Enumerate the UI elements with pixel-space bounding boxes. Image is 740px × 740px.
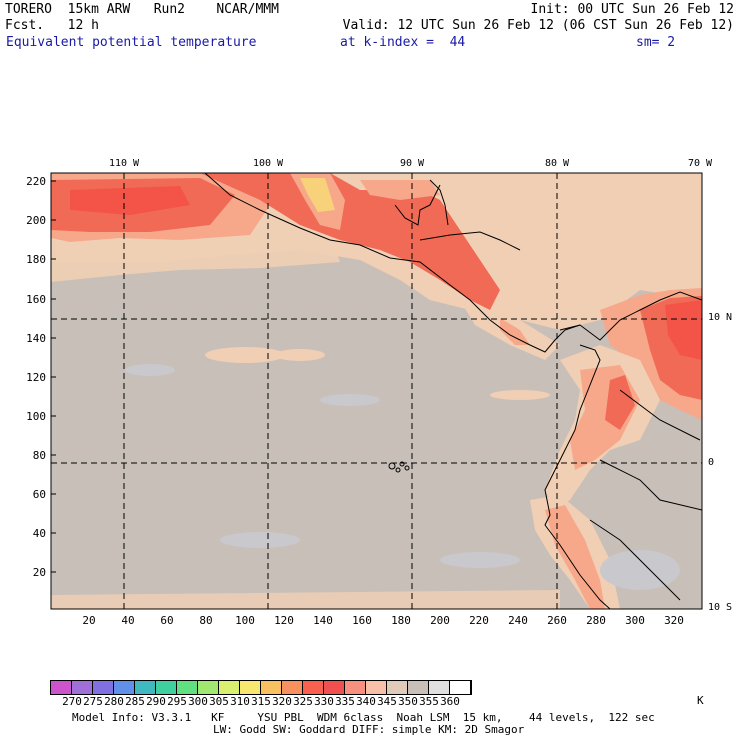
colorbar-swatch xyxy=(429,681,450,694)
colorbar-swatch xyxy=(387,681,408,694)
y-tick-label: 40 xyxy=(32,527,46,540)
y-tick-label: 80 xyxy=(32,449,46,462)
x-tick-label: 320 xyxy=(664,614,684,627)
lon-label: 70 W xyxy=(687,158,713,169)
y-tick-label: 120 xyxy=(26,371,46,384)
smoothing-label: sm= 2 xyxy=(636,35,676,50)
colorbar-swatch xyxy=(72,681,93,694)
colorbar-swatch xyxy=(303,681,324,694)
colorbar-label: 345 xyxy=(377,695,397,708)
colorbar-label: 305 xyxy=(209,695,229,708)
colorbar-swatch xyxy=(51,681,72,694)
colorbar-swatch xyxy=(198,681,219,694)
colorbar-label: 285 xyxy=(125,695,145,708)
colorbar-swatch xyxy=(261,681,282,694)
lon-label: 80 W xyxy=(544,158,570,169)
colorbar-unit: K xyxy=(697,694,704,707)
forecast-hour: Fcst. 12 h xyxy=(5,18,99,33)
x-tick-label: 20 xyxy=(82,614,96,627)
x-tick-label: 140 xyxy=(313,614,333,627)
init-time: Init: 00 UTC Sun 26 Feb 12 xyxy=(530,2,735,17)
colorbar-label: 275 xyxy=(83,695,103,708)
level-label: at k-index = 44 xyxy=(340,35,466,50)
colorbar-swatch xyxy=(156,681,177,694)
y-tick-label: 100 xyxy=(26,410,46,423)
colorbar-label: 270 xyxy=(62,695,82,708)
colorbar-swatch xyxy=(345,681,366,694)
colorbar-swatch xyxy=(324,681,345,694)
lon-label: 110 W xyxy=(108,158,140,169)
x-tick-label: 60 xyxy=(160,614,174,627)
colorbar-swatch xyxy=(240,681,261,694)
colorbar-swatch xyxy=(177,681,198,694)
colorbar-label: 320 xyxy=(272,695,292,708)
colorbar xyxy=(50,680,472,695)
colorbar-label: 290 xyxy=(146,695,166,708)
valid-time: Valid: 12 UTC Sun 26 Feb 12 (06 CST Sun … xyxy=(342,18,734,33)
colorbar-swatch xyxy=(450,681,471,694)
colorbar-swatch xyxy=(282,681,303,694)
y-tick-label: 160 xyxy=(26,293,46,306)
field-name: Equivalent potential temperature xyxy=(6,35,257,50)
y-tick-label: 140 xyxy=(26,332,46,345)
y-tick-label: 60 xyxy=(32,488,46,501)
x-tick-label: 200 xyxy=(430,614,450,627)
colorbar-label: 325 xyxy=(293,695,313,708)
x-tick-label: 120 xyxy=(274,614,294,627)
lon-label: 100 W xyxy=(252,158,284,169)
colorbar-label: 340 xyxy=(356,695,376,708)
y-tick-label: 20 xyxy=(32,566,46,579)
x-tick-label: 220 xyxy=(469,614,489,627)
y-tick-label: 180 xyxy=(26,253,46,266)
colorbar-label: 280 xyxy=(104,695,124,708)
colorbar-label: 335 xyxy=(335,695,355,708)
map-field xyxy=(51,173,702,609)
y-tick-label: 220 xyxy=(26,175,46,188)
x-tick-label: 240 xyxy=(508,614,528,627)
colorbar-swatch xyxy=(135,681,156,694)
colorbar-swatch xyxy=(93,681,114,694)
physics-info: LW: Godd SW: Goddard DIFF: simple KM: 2D… xyxy=(213,723,525,736)
colorbar-label: 310 xyxy=(230,695,250,708)
colorbar-label: 350 xyxy=(398,695,418,708)
model-info: Model Info: V3.3.1 KF YSU PBL WDM 6class… xyxy=(72,711,655,724)
run-title: TORERO 15km ARW Run2 NCAR/MMM xyxy=(5,2,279,17)
colorbar-swatch xyxy=(366,681,387,694)
x-tick-label: 80 xyxy=(199,614,213,627)
colorbar-label: 330 xyxy=(314,695,334,708)
x-tick-label: 280 xyxy=(586,614,606,627)
colorbar-label: 315 xyxy=(251,695,271,708)
x-tick-label: 160 xyxy=(352,614,372,627)
colorbar-swatch xyxy=(219,681,240,694)
colorbar-label: 355 xyxy=(419,695,439,708)
x-tick-label: 260 xyxy=(547,614,567,627)
lon-label: 90 W xyxy=(399,158,425,169)
colorbar-swatch xyxy=(408,681,429,694)
lat-label: 0 xyxy=(708,457,715,468)
x-tick-label: 180 xyxy=(391,614,411,627)
y-tick-label: 200 xyxy=(26,214,46,227)
colorbar-swatch xyxy=(114,681,135,694)
x-tick-label: 100 xyxy=(235,614,255,627)
colorbar-label: 360 xyxy=(440,695,460,708)
x-tick-label: 40 xyxy=(121,614,135,627)
lat-label: 10 S xyxy=(708,602,733,613)
colorbar-label: 300 xyxy=(188,695,208,708)
lat-label: 10 N xyxy=(708,312,733,323)
x-tick-label: 300 xyxy=(625,614,645,627)
colorbar-label: 295 xyxy=(167,695,187,708)
